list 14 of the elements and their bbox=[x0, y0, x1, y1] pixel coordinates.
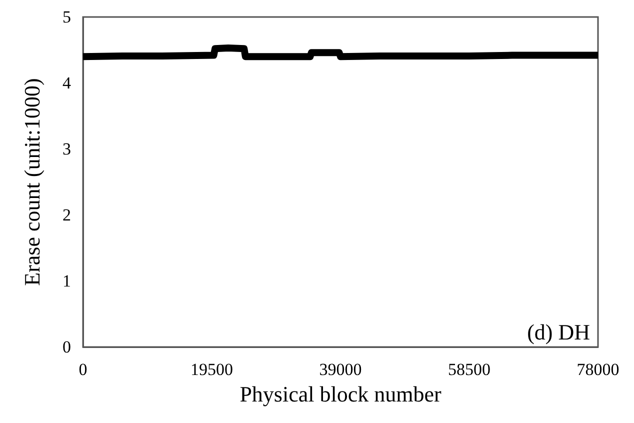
y-tick-label: 5 bbox=[62, 8, 71, 26]
x-tick-label: 39000 bbox=[319, 360, 362, 379]
x-tick-label: 19500 bbox=[190, 360, 233, 379]
x-tick-label: 0 bbox=[78, 360, 88, 379]
y-tick-label: 3 bbox=[62, 140, 71, 158]
x-tick-label: 58500 bbox=[448, 360, 490, 379]
y-tick-label: 0 bbox=[62, 338, 71, 356]
annotation: (d) DH bbox=[527, 320, 590, 344]
x-tick-label: 78000 bbox=[576, 360, 620, 379]
x-axis-title: Physical block number bbox=[240, 382, 442, 406]
y-tick-label: 4 bbox=[62, 74, 72, 92]
y-axis-title: Erase count (unit:1000) bbox=[20, 78, 44, 286]
y-tick-label: 2 bbox=[62, 206, 71, 224]
y-tick-label: 1 bbox=[62, 272, 71, 290]
